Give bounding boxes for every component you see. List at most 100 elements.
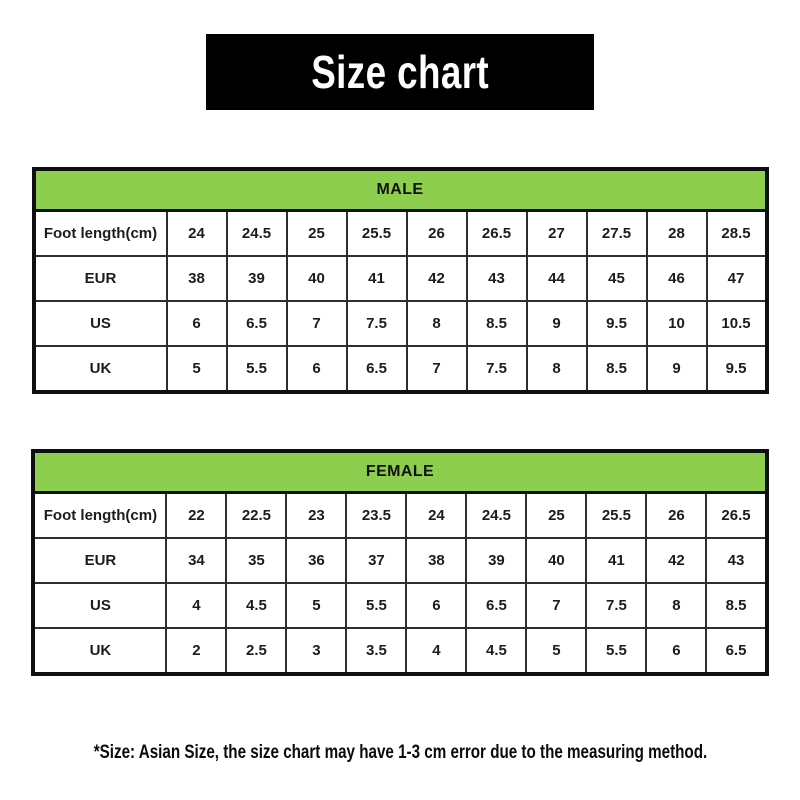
size-cell: 22.5 <box>225 491 288 539</box>
size-cell: 7 <box>525 582 588 629</box>
size-cell: 6.5 <box>705 627 768 675</box>
size-cell: 46 <box>645 255 708 302</box>
size-cell: 27.5 <box>585 209 648 257</box>
size-cell: 40 <box>525 537 588 584</box>
size-cell: 39 <box>225 255 288 302</box>
size-cell: 40 <box>285 255 348 302</box>
size-cell: 2.5 <box>225 627 288 675</box>
page-title: Size chart <box>311 46 489 98</box>
size-cell: 8 <box>525 345 588 393</box>
table-row: US 4 4.5 5 5.5 6 6.5 7 7.5 8 8.5 <box>32 582 768 629</box>
size-cell: 25 <box>525 491 588 539</box>
footnote-text: *Size: Asian Size, the size chart may ha… <box>93 742 707 763</box>
row-label: US <box>32 582 168 629</box>
size-cell: 41 <box>345 255 408 302</box>
size-cell: 26.5 <box>705 491 768 539</box>
size-cell: 25 <box>285 209 348 257</box>
size-cell: 42 <box>405 255 468 302</box>
size-cell: 28.5 <box>705 209 768 257</box>
size-cell: 7.5 <box>345 300 408 347</box>
table-header-row: MALE <box>33 169 767 212</box>
row-label: EUR <box>32 255 168 302</box>
size-cell: 8.5 <box>705 582 768 629</box>
table-row: Foot length(cm) 24 24.5 25 25.5 26 26.5 27 27.5 2… <box>32 209 768 257</box>
table-row: UK 2 2.5 3 3.5 4 4.5 5 5.5 6 6.5 <box>32 627 768 675</box>
size-cell: 26.5 <box>465 209 528 257</box>
row-label: US <box>32 300 168 347</box>
row-label: Foot length(cm) <box>32 209 168 257</box>
size-cell: 25.5 <box>345 209 408 257</box>
size-cell: 7 <box>405 345 468 393</box>
size-cell: 8.5 <box>585 345 648 393</box>
table-header-row: FEMALE <box>33 451 767 494</box>
size-cell: 44 <box>525 255 588 302</box>
footnote: *Size: Asian Size, the size chart may ha… <box>0 742 800 764</box>
size-cell: 8 <box>645 582 708 629</box>
size-cell: 24 <box>405 491 468 539</box>
table-row: Foot length(cm) 22 22.5 23 23.5 24 24.5 25 25.5 2… <box>32 491 768 539</box>
size-cell: 7.5 <box>585 582 648 629</box>
size-cell: 24.5 <box>225 209 288 257</box>
size-cell: 2 <box>165 627 228 675</box>
size-cell: 38 <box>165 255 228 302</box>
size-cell: 39 <box>465 537 528 584</box>
table-title-female: FEMALE <box>33 451 767 494</box>
size-cell: 6 <box>165 300 228 347</box>
size-cell: 5.5 <box>585 627 648 675</box>
table-row: US 6 6.5 7 7.5 8 8.5 9 9.5 10 10.5 <box>32 300 768 347</box>
size-cell: 10 <box>645 300 708 347</box>
size-cell: 6 <box>645 627 708 675</box>
size-cell: 27 <box>525 209 588 257</box>
size-cell: 8 <box>405 300 468 347</box>
size-cell: 10.5 <box>705 300 768 347</box>
size-cell: 9.5 <box>585 300 648 347</box>
size-cell: 23 <box>285 491 348 539</box>
row-label: UK <box>32 345 168 393</box>
tables-area: MALE Foot length(cm) 24 24.5 25 25.5 26 26.5 27 2… <box>0 167 800 676</box>
size-cell: 6 <box>405 582 468 629</box>
table-row: EUR 34 35 36 37 38 39 40 41 42 43 <box>32 537 768 584</box>
size-cell: 7 <box>285 300 348 347</box>
size-cell: 37 <box>345 537 408 584</box>
size-cell: 3.5 <box>345 627 408 675</box>
size-cell: 6.5 <box>465 582 528 629</box>
size-cell: 42 <box>645 537 708 584</box>
size-cell: 8.5 <box>465 300 528 347</box>
size-cell: 4 <box>405 627 468 675</box>
size-cell: 43 <box>705 537 768 584</box>
size-cell: 7.5 <box>465 345 528 393</box>
size-cell: 4.5 <box>465 627 528 675</box>
table-title-male: MALE <box>33 169 767 212</box>
size-cell: 5.5 <box>225 345 288 393</box>
size-table-female: FEMALE Foot length(cm) 22 22.5 23 23.5 24 24.5 2… <box>31 449 769 676</box>
table-row: EUR 38 39 40 41 42 43 44 45 46 47 <box>32 255 768 302</box>
size-cell: 5 <box>525 627 588 675</box>
size-cell: 38 <box>405 537 468 584</box>
title-banner: Size chart <box>206 34 594 110</box>
size-cell: 6.5 <box>225 300 288 347</box>
size-cell: 28 <box>645 209 708 257</box>
size-cell: 5 <box>285 582 348 629</box>
size-cell: 5.5 <box>345 582 408 629</box>
size-cell: 47 <box>705 255 768 302</box>
size-cell: 41 <box>585 537 648 584</box>
size-cell: 24 <box>165 209 228 257</box>
row-label: EUR <box>32 537 168 584</box>
size-cell: 25.5 <box>585 491 648 539</box>
size-cell: 36 <box>285 537 348 584</box>
size-cell: 3 <box>285 627 348 675</box>
size-cell: 45 <box>585 255 648 302</box>
row-label: Foot length(cm) <box>32 491 168 539</box>
size-cell: 4 <box>165 582 228 629</box>
size-cell: 26 <box>645 491 708 539</box>
size-cell: 9 <box>525 300 588 347</box>
size-cell: 6 <box>285 345 348 393</box>
size-cell: 43 <box>465 255 528 302</box>
size-table-male: MALE Foot length(cm) 24 24.5 25 25.5 26 26.5 27 2… <box>31 167 769 394</box>
size-cell: 34 <box>165 537 228 584</box>
size-cell: 22 <box>165 491 228 539</box>
size-cell: 9 <box>645 345 708 393</box>
size-cell: 35 <box>225 537 288 584</box>
size-cell: 4.5 <box>225 582 288 629</box>
